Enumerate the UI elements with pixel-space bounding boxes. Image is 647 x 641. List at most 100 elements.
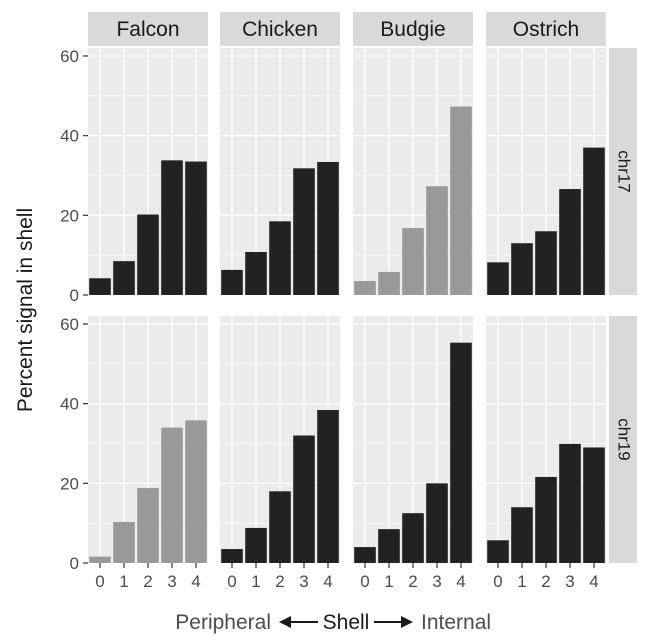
- facet-strip-background: [353, 12, 473, 46]
- facet-strip-budgie: Budgie: [353, 12, 473, 46]
- bar-chr19-ostrich-0: [487, 540, 509, 563]
- facet-strip-label: Budgie: [380, 18, 445, 41]
- bar-chr19-budgie-3: [426, 483, 448, 563]
- row-strip-label: chr17: [615, 150, 634, 193]
- bar-chr19-ostrich-4: [583, 447, 605, 563]
- facet-strip-label: Falcon: [116, 18, 179, 41]
- y-axis-title: Percent signal in shell: [14, 208, 37, 412]
- x-tick-label: 1: [517, 572, 526, 591]
- x-tick-label: 0: [95, 572, 104, 591]
- panel-chr17-budgie: [353, 48, 473, 296]
- bar-chr19-chicken-4: [317, 410, 339, 563]
- x-axis-title-internal: Internal: [421, 611, 491, 634]
- bar-chr19-ostrich-3: [559, 443, 581, 563]
- bar-chr19-chicken-2: [269, 491, 291, 563]
- facet-strip-background: [88, 12, 208, 46]
- x-tick-label: 0: [360, 572, 369, 591]
- panel-chr19-chicken: [220, 316, 340, 564]
- x-axis-title-peripheral: Peripheral: [175, 611, 271, 634]
- x-tick-label: 2: [408, 572, 417, 591]
- bar-chr19-chicken-0: [221, 549, 243, 563]
- strips-layer: Falcon Chicken Budgie Ostrich chr17 chr19: [88, 12, 637, 563]
- bar-chr17-falcon-4: [185, 161, 207, 295]
- x-tick-label: 2: [143, 572, 152, 591]
- x-tick-label: 0: [227, 572, 236, 591]
- bar-chr17-chicken-2: [269, 221, 291, 295]
- bar-chr17-chicken-3: [293, 168, 315, 295]
- x-tick-label: 4: [589, 572, 598, 591]
- y-tick-label: 40: [60, 395, 79, 414]
- x-tick-label: 4: [456, 572, 465, 591]
- panels-layer: [88, 48, 606, 564]
- row-strip-background: [609, 48, 637, 295]
- bar-chr17-ostrich-0: [487, 262, 509, 295]
- y-tick-label: 0: [70, 286, 79, 305]
- x-tick-label: 2: [541, 572, 550, 591]
- bar-chr19-budgie-1: [378, 529, 400, 563]
- bar-chr19-budgie-0: [354, 547, 376, 563]
- panel-chr17-chicken: [220, 48, 340, 296]
- bar-chr19-falcon-0: [89, 556, 111, 563]
- x-tick-label: 1: [119, 572, 128, 591]
- facet-strip-chicken: Chicken: [220, 12, 340, 46]
- x-tick-label: 3: [167, 572, 176, 591]
- bar-chr19-falcon-2: [137, 488, 159, 563]
- facet-strip-background: [220, 12, 340, 46]
- bar-chr17-budgie-3: [426, 186, 448, 295]
- bar-chr17-ostrich-3: [559, 189, 581, 295]
- bar-chr19-falcon-3: [161, 427, 183, 563]
- bar-chr17-falcon-2: [137, 214, 159, 295]
- facet-strip-background: [486, 12, 606, 46]
- bar-chr17-falcon-3: [161, 160, 183, 295]
- row-strip-background: [609, 316, 637, 563]
- left-arrow-icon: [279, 616, 318, 628]
- facet-strip-label: Ostrich: [513, 18, 580, 41]
- bar-chr17-ostrich-4: [583, 147, 605, 295]
- panel-chr19-falcon: [88, 316, 208, 564]
- bar-chr17-chicken-4: [317, 161, 339, 295]
- y-tick-label: 0: [70, 554, 79, 573]
- panel-chr19-budgie: [353, 316, 473, 564]
- bar-chr17-budgie-2: [402, 228, 424, 295]
- x-axis-title-shell: Shell: [323, 611, 370, 634]
- bar-chr17-chicken-1: [245, 251, 267, 295]
- x-tick-label: 4: [323, 572, 332, 591]
- bar-chr17-budgie-4: [450, 106, 472, 296]
- bar-chr19-chicken-3: [293, 435, 315, 563]
- row-strip-label: chr19: [615, 418, 634, 461]
- y-tick-label: 60: [60, 315, 79, 334]
- bar-chr17-chicken-0: [221, 269, 243, 295]
- x-tick-label: 2: [275, 572, 284, 591]
- facet-strip-ostrich: Ostrich: [486, 12, 606, 46]
- panel-chr19-ostrich: [486, 316, 606, 564]
- bar-chr17-budgie-0: [354, 281, 376, 295]
- bar-chr17-budgie-1: [378, 271, 400, 295]
- x-tick-label: 4: [191, 572, 200, 591]
- bar-chr17-ostrich-2: [535, 231, 557, 295]
- x-tick-label: 1: [251, 572, 260, 591]
- row-strip-chr17: chr17: [609, 48, 637, 295]
- bar-chr19-falcon-1: [113, 521, 135, 563]
- bar-chr19-ostrich-1: [511, 507, 533, 563]
- row-strip-chr19: chr19: [609, 316, 637, 563]
- y-tick-label: 20: [60, 206, 79, 225]
- x-tick-label: 3: [565, 572, 574, 591]
- bar-chr19-falcon-4: [185, 420, 207, 563]
- x-axis-title: Peripheral Shell Internal: [175, 611, 491, 634]
- x-tick-label: 3: [432, 572, 441, 591]
- bar-chr17-falcon-1: [113, 261, 135, 295]
- x-tick-label: 0: [493, 572, 502, 591]
- bar-chr19-chicken-1: [245, 527, 267, 563]
- bar-chr19-ostrich-2: [535, 476, 557, 563]
- bar-chr17-falcon-0: [89, 278, 111, 295]
- facet-strip-label: Chicken: [242, 18, 318, 41]
- y-tick-label: 40: [60, 127, 79, 146]
- x-tick-label: 3: [299, 572, 308, 591]
- y-tick-label: 60: [60, 47, 79, 66]
- y-tick-label: 20: [60, 474, 79, 493]
- facet-strip-falcon: Falcon: [88, 12, 208, 46]
- bar-chr19-budgie-4: [450, 342, 472, 563]
- panel-chr17-ostrich: [486, 48, 606, 296]
